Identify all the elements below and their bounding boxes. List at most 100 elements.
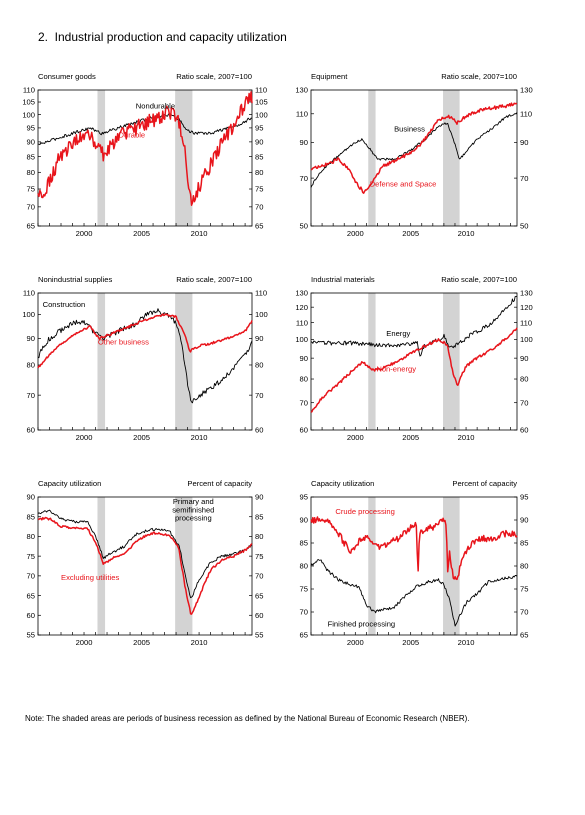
y-tick-label-left: 70 <box>27 572 35 581</box>
y-tick-label-left: 80 <box>27 168 35 177</box>
series-label: Other business <box>98 338 149 347</box>
x-tick-label: 2010 <box>458 229 475 238</box>
series-line <box>37 91 253 206</box>
y-tick-label-right: 75 <box>255 185 263 194</box>
y-tick-label-right: 85 <box>255 152 263 161</box>
y-tick-label-right: 60 <box>255 611 263 620</box>
y-tick-label-right: 130 <box>520 289 533 298</box>
y-tick-label-left: 110 <box>296 109 308 118</box>
y-tick-label-right: 95 <box>255 124 263 133</box>
y-tick-label-left: 70 <box>300 174 308 183</box>
y-tick-label-left: 100 <box>22 110 35 119</box>
y-tick-label-left: 65 <box>300 631 308 640</box>
y-tick-label-left: 110 <box>23 86 35 95</box>
y-tick-label-right: 80 <box>520 562 528 571</box>
series-label: Construction <box>43 300 86 309</box>
recession-band <box>97 90 106 226</box>
y-tick-label-left: 65 <box>27 222 35 231</box>
series-line <box>310 102 518 194</box>
chart-panel-5: Capacity utilization Percent of capacity 5… <box>27 479 264 647</box>
x-tick-label: 2005 <box>402 433 419 442</box>
y-tick-label-right: 90 <box>520 516 528 525</box>
series-line <box>310 327 518 413</box>
y-tick-label-left: 80 <box>300 375 308 384</box>
scale-label: Percent of capacity <box>452 479 517 488</box>
x-tick-label: 2000 <box>347 638 364 647</box>
y-tick-label-right: 90 <box>255 138 263 147</box>
chart-title: Capacity utilization <box>38 479 101 488</box>
recession-band <box>97 497 106 635</box>
series-line <box>37 308 253 404</box>
y-tick-label-left: 85 <box>27 152 35 161</box>
recession-band <box>443 90 460 226</box>
y-tick-label-left: 70 <box>27 391 35 400</box>
x-tick-label: 2005 <box>133 433 150 442</box>
y-tick-label-right: 80 <box>255 168 263 177</box>
y-tick-label-left: 75 <box>27 185 35 194</box>
y-tick-label-left: 130 <box>295 289 308 298</box>
y-tick-label-left: 90 <box>300 516 308 525</box>
y-tick-label-left: 95 <box>27 124 35 133</box>
y-tick-label-left: 105 <box>22 98 35 107</box>
series-line <box>310 516 518 581</box>
y-tick-label-right: 55 <box>255 631 263 640</box>
series-label: Defense and Space <box>370 179 437 188</box>
series-label: processing <box>175 514 212 523</box>
y-tick-label-left: 110 <box>23 289 35 298</box>
x-tick-label: 2000 <box>76 229 93 238</box>
y-tick-label-left: 55 <box>27 631 35 640</box>
y-tick-label-right: 90 <box>255 493 263 502</box>
y-tick-label-left: 100 <box>22 310 35 319</box>
y-tick-label-right: 70 <box>520 398 528 407</box>
chart-title: Capacity utilization <box>311 479 374 488</box>
recession-band <box>175 90 193 226</box>
x-tick-label: 2005 <box>402 638 419 647</box>
y-tick-label-left: 85 <box>27 512 35 521</box>
series-label: Energy <box>386 329 410 338</box>
x-tick-label: 2005 <box>133 638 150 647</box>
footnote: Note: The shaded areas are periods of bu… <box>25 714 470 723</box>
y-tick-label-right: 80 <box>520 375 528 384</box>
chart-title: Industrial materials <box>311 275 375 284</box>
y-tick-label-right: 100 <box>255 110 268 119</box>
x-tick-label: 2010 <box>458 638 475 647</box>
series-line <box>37 516 253 615</box>
scale-label: Ratio scale, 2007=100 <box>176 72 252 81</box>
series-line <box>310 295 518 357</box>
series-label: Non-energy <box>376 364 416 373</box>
y-tick-label-right: 70 <box>255 391 263 400</box>
x-tick-label: 2005 <box>133 229 150 238</box>
y-tick-label-right: 90 <box>520 138 528 147</box>
y-tick-label-left: 80 <box>300 562 308 571</box>
y-tick-label-left: 60 <box>27 426 35 435</box>
y-tick-label-left: 100 <box>295 335 308 344</box>
chart-title: Nonindustrial supplies <box>38 275 112 284</box>
y-tick-label-right: 110 <box>520 109 532 118</box>
y-tick-label-left: 90 <box>300 138 308 147</box>
scale-label: Percent of capacity <box>187 479 252 488</box>
y-tick-label-left: 85 <box>300 539 308 548</box>
x-tick-label: 2010 <box>191 638 208 647</box>
y-tick-label-right: 110 <box>520 318 532 327</box>
plot-frame <box>310 89 518 227</box>
scale-label: Ratio scale, 2007=100 <box>176 275 252 284</box>
y-tick-label-right: 90 <box>255 334 263 343</box>
series-line <box>37 313 253 369</box>
x-tick-label: 2010 <box>191 433 208 442</box>
recession-band <box>368 90 376 226</box>
chart-title: Consumer goods <box>38 72 96 81</box>
y-tick-label-right: 95 <box>520 493 528 502</box>
y-tick-label-left: 90 <box>27 334 35 343</box>
y-tick-label-right: 110 <box>255 86 267 95</box>
y-tick-label-right: 130 <box>520 86 533 95</box>
series-line <box>310 112 518 188</box>
y-tick-label-left: 70 <box>300 398 308 407</box>
chart-title: Equipment <box>311 72 348 81</box>
plot-frame <box>37 89 253 227</box>
x-tick-label: 2000 <box>347 433 364 442</box>
y-tick-label-right: 60 <box>255 426 263 435</box>
scale-label: Ratio scale, 2007=100 <box>441 72 517 81</box>
series-label: Business <box>394 125 425 134</box>
chart-panel-3: Nonindustrial supplies Ratio scale, 2007=… <box>22 275 267 442</box>
plot-frame <box>310 496 518 636</box>
